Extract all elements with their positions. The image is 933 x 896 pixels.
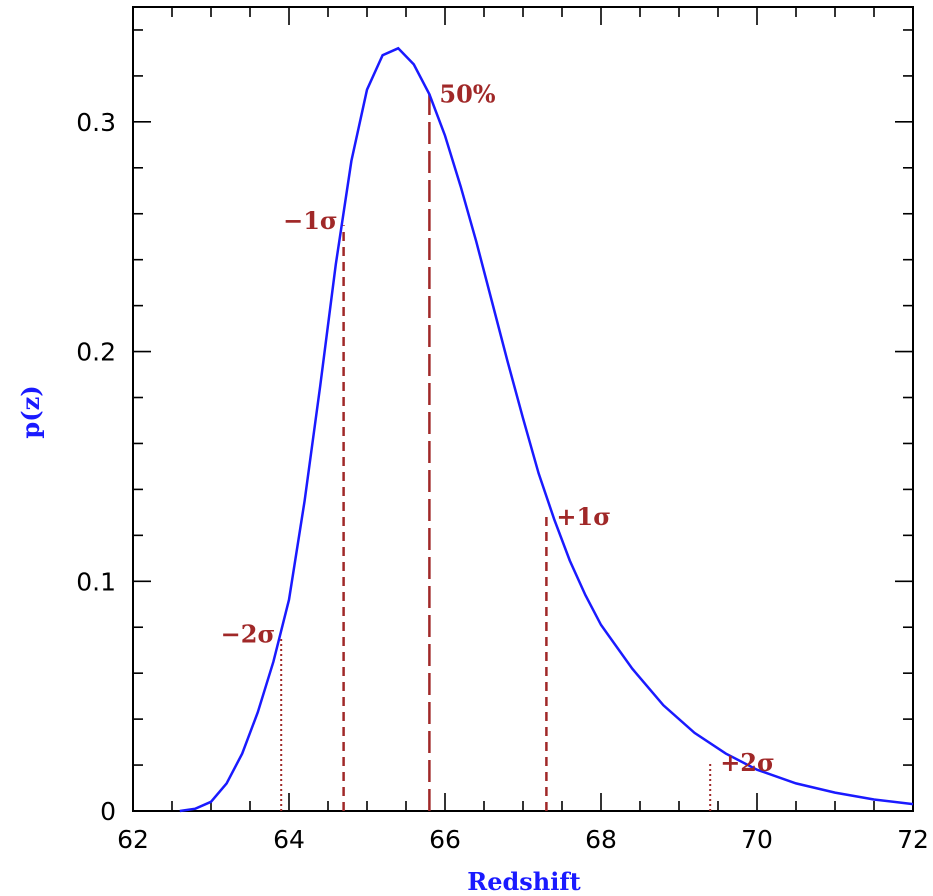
y-tick-label: 0.1: [76, 567, 116, 596]
marker-label: +1σ: [556, 502, 611, 531]
marker-label: 50%: [439, 79, 495, 108]
pdf-curve: [179, 46, 914, 813]
x-tick-label: 68: [585, 825, 617, 854]
x-tick-label: 64: [273, 825, 305, 854]
y-axis-title: p(z): [16, 385, 45, 438]
y-tick-label: 0.2: [76, 338, 116, 367]
x-axis-title: Redshift: [467, 867, 580, 896]
ticks: [132, 7, 914, 812]
marker-labels: −2σ −1σ 50% +1σ +2σ: [221, 79, 775, 776]
tick-labels: 62 64 66 68 70 72 0 0.1 0.2 0.3: [76, 108, 929, 854]
y-tick-label: 0: [100, 797, 116, 826]
marker-label: −2σ: [221, 620, 276, 649]
marker-label: +2σ: [720, 748, 775, 777]
x-tick-label: 70: [741, 825, 773, 854]
x-tick-label: 66: [429, 825, 461, 854]
marker-lines: [280, 94, 712, 811]
marker-label: −1σ: [283, 206, 338, 235]
x-tick-label: 72: [897, 825, 929, 854]
plot-frame: [132, 6, 914, 812]
x-tick-label: 62: [117, 825, 149, 854]
y-tick-label: 0.3: [76, 108, 116, 137]
